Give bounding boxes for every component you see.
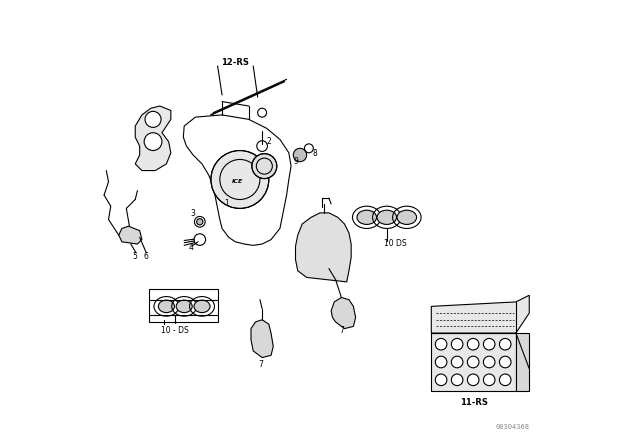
Circle shape [293, 148, 307, 162]
Text: 7: 7 [339, 326, 344, 336]
Circle shape [145, 112, 161, 127]
Text: 12-RS: 12-RS [221, 58, 250, 67]
Circle shape [499, 338, 511, 350]
Ellipse shape [176, 300, 192, 313]
Circle shape [483, 338, 495, 350]
Ellipse shape [377, 210, 397, 224]
Text: 7: 7 [259, 360, 263, 369]
Ellipse shape [357, 210, 376, 224]
Polygon shape [296, 213, 351, 282]
Text: 8: 8 [312, 149, 317, 158]
Text: 9: 9 [293, 157, 298, 166]
Text: 00304368: 00304368 [495, 423, 529, 430]
Text: 11-RS: 11-RS [460, 398, 488, 407]
Ellipse shape [194, 300, 210, 313]
Circle shape [451, 374, 463, 386]
Bar [148, 289, 218, 322]
Circle shape [483, 356, 495, 368]
Circle shape [499, 356, 511, 368]
Bar [516, 333, 529, 391]
Polygon shape [135, 106, 171, 171]
Text: 2: 2 [267, 137, 271, 146]
Circle shape [467, 356, 479, 368]
Circle shape [435, 338, 447, 350]
Circle shape [451, 338, 463, 350]
Text: 3: 3 [191, 209, 196, 218]
Circle shape [252, 154, 277, 179]
Ellipse shape [158, 300, 175, 313]
Text: 1: 1 [224, 199, 229, 208]
Circle shape [467, 338, 479, 350]
Circle shape [144, 133, 162, 151]
Polygon shape [251, 320, 273, 358]
Bar [431, 333, 516, 391]
Ellipse shape [397, 210, 417, 224]
Circle shape [467, 374, 479, 386]
Polygon shape [119, 226, 142, 244]
Circle shape [483, 374, 495, 386]
Circle shape [451, 356, 463, 368]
Text: ICE: ICE [232, 179, 243, 184]
Polygon shape [331, 297, 356, 329]
Circle shape [499, 374, 511, 386]
Text: 4: 4 [188, 243, 193, 252]
Circle shape [211, 151, 269, 208]
Circle shape [435, 356, 447, 368]
Text: 5: 5 [132, 252, 138, 261]
Text: 10 DS: 10 DS [385, 239, 407, 248]
Text: 10 - DS: 10 - DS [161, 327, 189, 336]
Polygon shape [431, 295, 529, 333]
Circle shape [435, 374, 447, 386]
Circle shape [196, 219, 203, 225]
Text: 6: 6 [143, 252, 148, 261]
